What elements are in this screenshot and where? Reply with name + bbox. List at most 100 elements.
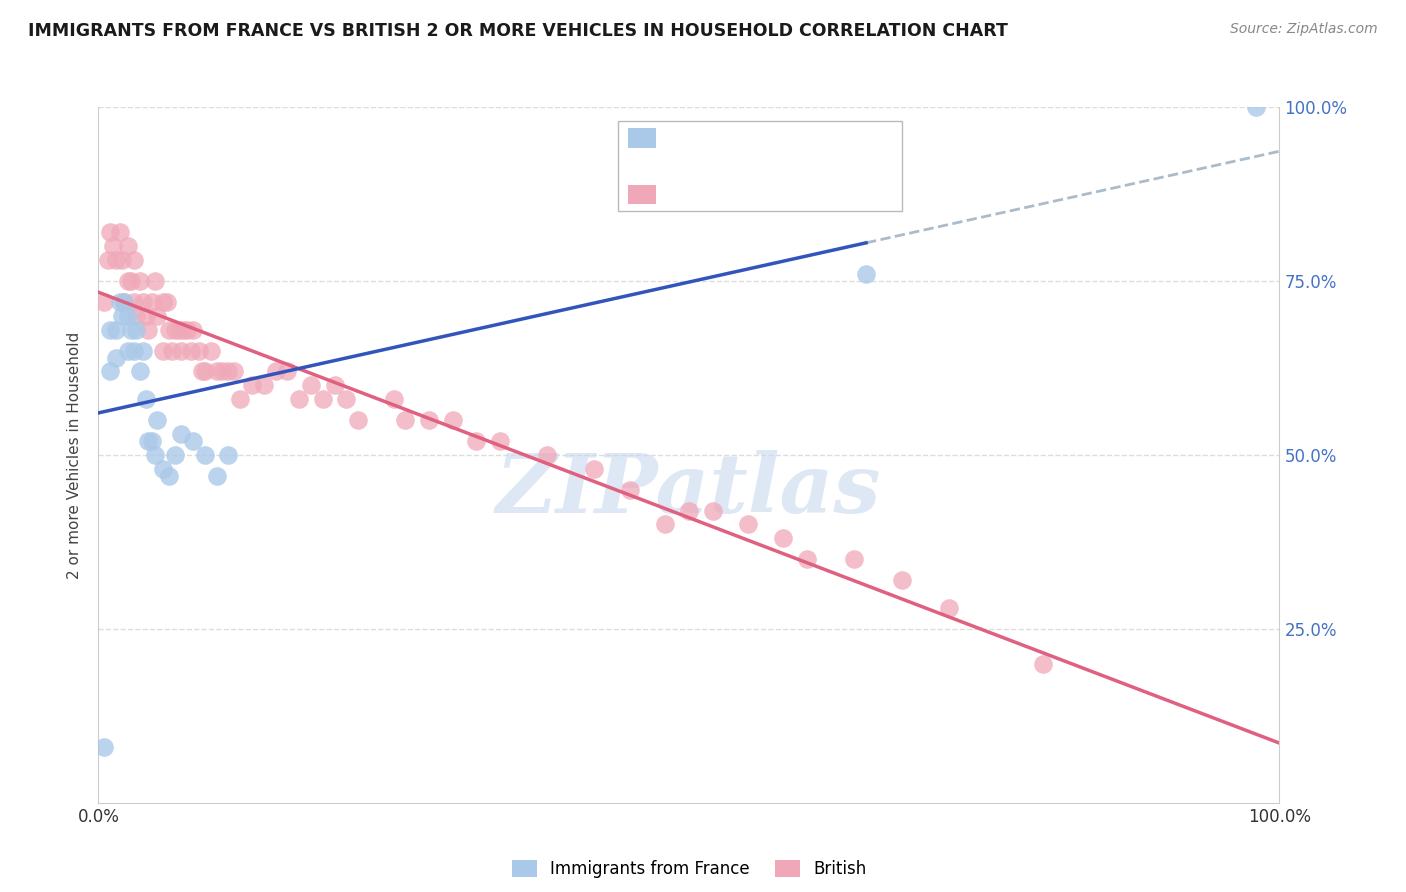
Point (347, 413, 370, 427)
Point (1244, 100, 1267, 114)
Point (143, 448, 166, 462)
Point (217, 448, 239, 462)
Text: R =: R = (665, 125, 700, 143)
Point (172, 323, 194, 337)
Point (141, 434, 163, 448)
Point (276, 364, 298, 378)
Point (157, 323, 180, 337)
Point (128, 364, 150, 378)
Point (312, 392, 335, 407)
Point (121, 323, 143, 337)
Point (165, 323, 187, 337)
Y-axis label: 2 or more Vehicles in Household: 2 or more Vehicles in Household (67, 331, 83, 579)
Point (441, 413, 464, 427)
Point (98, 225, 121, 239)
Point (187, 343, 209, 358)
Point (117, 239, 139, 253)
Point (170, 427, 193, 442)
Point (678, 503, 700, 517)
Point (108, 294, 131, 309)
Point (98, 364, 121, 378)
Point (98, 323, 121, 337)
Point (465, 434, 488, 448)
Point (128, 274, 150, 288)
Point (93, 294, 115, 309)
Point (111, 309, 134, 323)
Point (772, 532, 794, 546)
Point (156, 294, 179, 309)
Point (97, 253, 120, 268)
Point (143, 274, 166, 288)
Point (132, 343, 155, 358)
Text: 0.223: 0.223 (696, 125, 758, 143)
Point (125, 309, 148, 323)
Point (152, 462, 174, 476)
Point (112, 294, 135, 309)
Point (855, 267, 877, 281)
Point (180, 343, 202, 358)
Point (418, 413, 440, 427)
Point (382, 392, 405, 407)
Point (619, 483, 641, 497)
Point (165, 448, 187, 462)
Point (583, 462, 606, 476)
Point (135, 309, 157, 323)
Point (1032, 657, 1054, 671)
Point (167, 323, 190, 337)
Point (205, 364, 228, 378)
Point (122, 253, 145, 268)
Point (288, 392, 311, 407)
Point (191, 364, 214, 378)
Point (890, 573, 912, 587)
Point (323, 378, 346, 392)
Point (224, 364, 246, 378)
Point (211, 364, 233, 378)
Point (135, 392, 157, 407)
Text: R =: R = (665, 182, 700, 200)
Point (737, 517, 759, 532)
Point (253, 378, 276, 392)
Text: -0.077: -0.077 (696, 182, 759, 200)
Point (122, 294, 145, 309)
Point (489, 434, 512, 448)
Point (160, 343, 183, 358)
Point (181, 434, 204, 448)
Point (844, 552, 866, 566)
Point (152, 343, 174, 358)
Point (136, 323, 159, 337)
Text: 30: 30 (780, 125, 804, 143)
Legend: Immigrants from France, British: Immigrants from France, British (505, 854, 873, 885)
Point (105, 253, 128, 268)
Text: N =: N = (747, 182, 793, 200)
Point (205, 468, 228, 483)
Point (938, 601, 960, 615)
Point (93, 740, 115, 755)
Point (157, 468, 180, 483)
Text: IMMIGRANTS FROM FRANCE VS BRITISH 2 OR MORE VEHICLES IN HOUSEHOLD CORRELATION CH: IMMIGRANTS FROM FRANCE VS BRITISH 2 OR M… (28, 22, 1008, 40)
Point (394, 413, 416, 427)
Point (111, 253, 134, 268)
Point (141, 294, 163, 309)
Point (796, 552, 818, 566)
Point (654, 517, 676, 532)
Point (264, 364, 287, 378)
Point (146, 413, 169, 427)
Point (240, 378, 263, 392)
Point (217, 364, 239, 378)
Point (122, 343, 145, 358)
Text: ZIPatlas: ZIPatlas (496, 450, 882, 530)
Point (194, 448, 217, 462)
Text: N =: N = (747, 125, 793, 143)
Point (117, 343, 139, 358)
Point (194, 364, 217, 378)
Point (132, 294, 155, 309)
Point (105, 351, 128, 365)
Point (229, 392, 252, 407)
Point (181, 323, 204, 337)
Point (176, 323, 198, 337)
Point (101, 239, 124, 253)
Point (200, 343, 222, 358)
Text: 71: 71 (780, 182, 804, 200)
Point (117, 274, 139, 288)
Point (702, 503, 724, 517)
